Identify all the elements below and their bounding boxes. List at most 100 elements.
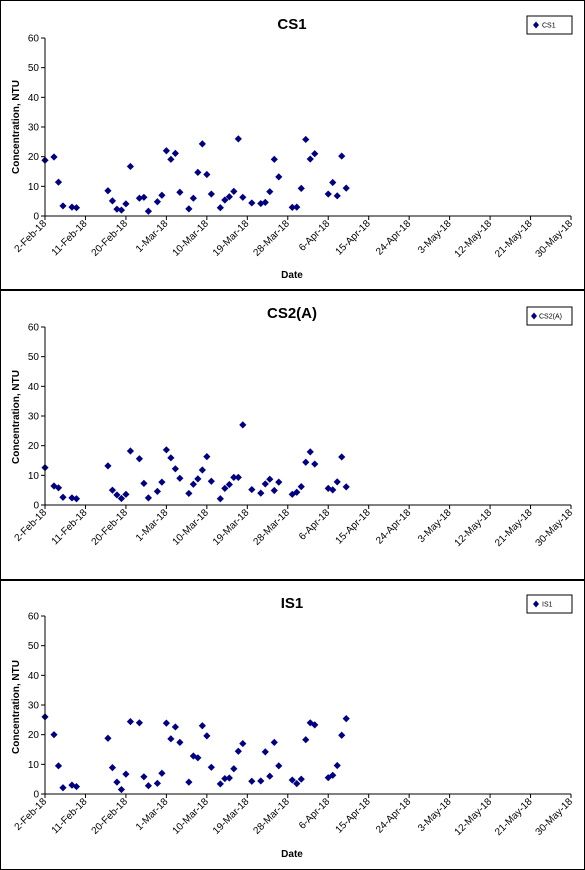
y-tick-label: 0	[33, 212, 39, 223]
y-tick-label: 10	[28, 760, 40, 771]
x-tick-label: 1-Mar-18	[134, 796, 171, 833]
data-point	[203, 732, 211, 740]
data-point	[117, 494, 126, 503]
data-point	[306, 719, 314, 727]
data-point	[221, 484, 229, 492]
y-tick-label: 50	[28, 641, 40, 652]
legend-label: IS1	[542, 602, 553, 609]
data-point	[135, 194, 144, 202]
chart-is1: IS1 Date Concentration, NTU IS1 0 10 20 30 4…	[11, 594, 576, 860]
x-axis-title: Date	[281, 849, 303, 860]
data-point	[221, 196, 229, 204]
x-tick-label: 2-Feb-18	[13, 218, 50, 255]
data-point	[59, 493, 67, 501]
data-point	[117, 206, 126, 214]
data-point	[54, 762, 63, 770]
x-axis-title: Date	[281, 270, 303, 281]
data-point	[270, 155, 278, 163]
data-point	[239, 421, 247, 429]
x-tick-label: 20-Feb-18	[90, 507, 131, 548]
data-point	[54, 178, 63, 186]
x-tick-label: 30-May-18	[534, 796, 576, 838]
data-points	[41, 421, 350, 503]
x-tick-label: 11-Feb-18	[50, 507, 90, 547]
y-tick-label: 10	[28, 471, 40, 482]
y-tick-label: 0	[33, 501, 39, 512]
data-point	[126, 447, 135, 455]
data-point	[239, 193, 247, 201]
data-point	[275, 478, 283, 486]
legend-box	[526, 594, 573, 614]
data-point	[248, 777, 256, 785]
data-point	[162, 446, 170, 454]
y-tick-label: 20	[28, 152, 40, 163]
data-point	[275, 762, 283, 770]
data-point	[288, 203, 296, 211]
data-point	[158, 769, 166, 777]
x-tick-label: 21-May-18	[493, 507, 535, 549]
data-point	[68, 203, 76, 211]
x-tick-label: 19-Mar-18	[211, 507, 252, 548]
y-ticks: 0 10 20 30 40 50 60	[28, 323, 45, 512]
data-point	[216, 495, 224, 503]
data-point	[117, 785, 126, 794]
data-point	[189, 480, 197, 488]
y-ticks: 0 10 20 30 40 50 60	[28, 34, 45, 223]
x-tick-label: 11-Feb-18	[50, 218, 90, 258]
data-point	[297, 775, 305, 783]
data-point	[167, 454, 175, 462]
x-tick-label: 24-Apr-18	[374, 218, 414, 258]
data-point	[333, 761, 341, 770]
chart-title: CS2(A)	[267, 305, 317, 322]
data-point	[306, 448, 314, 456]
data-point	[311, 460, 319, 468]
legend-marker	[533, 600, 539, 608]
x-tick-label: 20-Feb-18	[90, 218, 131, 259]
x-tick-label: 1-Mar-18	[134, 507, 171, 544]
data-points	[41, 135, 350, 215]
legend-box	[526, 306, 573, 326]
x-tick-label: 21-May-18	[493, 218, 535, 260]
data-point	[338, 453, 346, 461]
data-point	[59, 202, 67, 210]
data-point	[185, 205, 193, 213]
data-point	[266, 772, 274, 780]
y-tick-label: 10	[28, 182, 40, 193]
x-tick-label: 11-Feb-18	[50, 796, 90, 836]
data-point	[176, 474, 184, 482]
data-point	[302, 736, 310, 744]
data-point	[122, 200, 130, 208]
y-tick-label: 60	[28, 323, 40, 334]
x-tick-label: 6-Apr-18	[297, 796, 333, 832]
x-tick-label: 3-May-18	[416, 507, 454, 545]
data-point	[306, 155, 314, 163]
y-tick-label: 40	[28, 671, 40, 682]
data-point	[113, 778, 121, 786]
data-point	[342, 184, 350, 192]
data-point	[108, 486, 117, 494]
data-point	[329, 178, 337, 187]
data-point	[302, 135, 310, 144]
x-tick-label: 3-May-18	[416, 796, 454, 834]
x-tick-label: 24-Apr-18	[374, 507, 414, 547]
data-point	[185, 778, 193, 786]
y-tick-label: 30	[28, 123, 40, 134]
x-tick-label: 28-Mar-18	[251, 507, 292, 548]
x-tick-label: 21-May-18	[493, 796, 535, 838]
data-point	[72, 204, 81, 212]
data-point	[144, 494, 153, 502]
data-point	[270, 486, 278, 495]
y-tick-label: 20	[28, 441, 40, 452]
x-tick-label: 2-Feb-18	[13, 507, 50, 544]
legend-box	[526, 15, 573, 35]
data-point	[162, 719, 170, 727]
y-tick-label: 50	[28, 63, 40, 74]
data-point	[153, 779, 161, 787]
data-point	[171, 465, 179, 473]
y-tick-label: 20	[28, 730, 40, 741]
data-point	[104, 187, 112, 195]
data-point	[189, 194, 197, 202]
data-point	[297, 184, 305, 193]
y-tick-label: 60	[28, 612, 40, 623]
data-point	[239, 739, 247, 748]
